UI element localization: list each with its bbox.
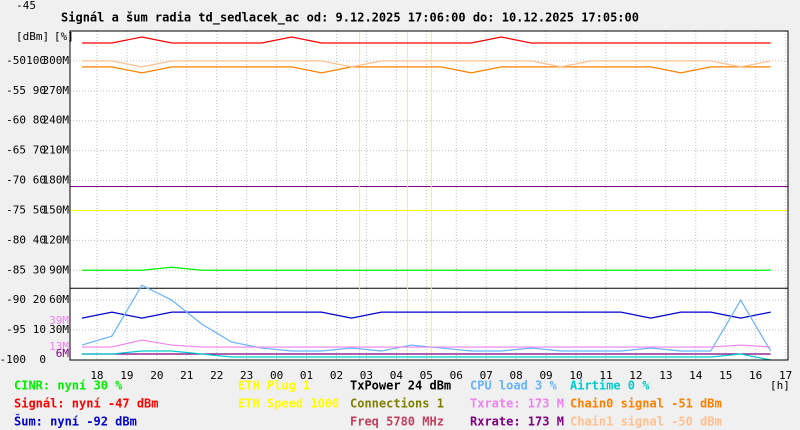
legend-entry: Airtime 0 %: [570, 379, 650, 393]
y3-tick-label: 60M: [49, 293, 69, 306]
legend-entry: Txrate: 173 M: [470, 397, 564, 411]
y3-tick-label: 150M: [43, 203, 70, 216]
x-tick-label: 19: [120, 369, 133, 382]
x-tick-label: 13: [659, 369, 672, 382]
y-tick-label: -65: [6, 144, 26, 157]
y3-tick-label: 30M: [49, 323, 69, 336]
x-tick-label: 20: [150, 369, 163, 382]
legend-entry: ETH Speed 1000: [238, 397, 339, 411]
x-tick-label: 09: [539, 369, 552, 382]
rate-marker: 13M: [49, 340, 69, 353]
plot-area: [70, 31, 788, 360]
x-tick-label: 05: [420, 369, 433, 382]
x-tick-label: 16: [749, 369, 762, 382]
y3-tick-label: 180M: [43, 174, 70, 187]
y2-tick-label: 40: [33, 233, 46, 246]
x-tick-label: 11: [599, 369, 612, 382]
x-tick-label: 18: [90, 369, 103, 382]
series-line: [81, 66, 771, 74]
legend-entry: Chain0 signal -51 dBm: [570, 397, 722, 411]
x-tick-label: 00: [270, 369, 283, 382]
series-line: [81, 36, 771, 44]
y3-tick-label: 270M: [43, 84, 70, 97]
plot-border: [69, 30, 789, 361]
y2-tick-label: 90: [33, 84, 46, 97]
legend-entry: Šum: nyní -92 dBm: [14, 414, 137, 429]
x-tick-label: 12: [629, 369, 642, 382]
series-line: [81, 350, 771, 361]
rate-marker: 39M: [49, 314, 69, 327]
y-tick-label: -80: [6, 233, 26, 246]
x-tick-label: 10: [569, 369, 582, 382]
y2-tick-label: 80: [33, 114, 46, 127]
y2-tick-label: 50: [33, 203, 46, 216]
y3-tick-label: 210M: [43, 144, 70, 157]
x-tick-label: 02: [330, 369, 343, 382]
series-line: [81, 311, 771, 319]
y-tick-label: -70: [6, 174, 26, 187]
y2-tick-label: 30: [33, 263, 46, 276]
y2-tick-label: 0: [39, 353, 46, 366]
y-tick-label: -45: [16, 0, 36, 12]
legend-entry: Rxrate: 173 M: [470, 415, 564, 429]
legend-entry: Chain1 signal -50 dBm: [570, 415, 722, 429]
series-line: [81, 60, 771, 68]
y-tick-label: -50: [6, 54, 26, 67]
legend-entry: CINR: nyní 30 %: [14, 379, 123, 393]
series-line: [81, 339, 771, 348]
x-tick-label: 08: [510, 369, 523, 382]
legend-entry: ETH Plug 1: [238, 379, 310, 393]
x-tick-label: 23: [240, 369, 253, 382]
y3-tick-label: 300M: [43, 54, 70, 67]
x-tick-label: 04: [390, 369, 404, 382]
x-tick-label: 15: [719, 369, 732, 382]
x-tick-label: 01: [300, 369, 313, 382]
y2-unit: [%]: [54, 30, 74, 43]
legend-entry: Connections 1: [350, 397, 444, 411]
y-tick-label: -60: [6, 114, 26, 127]
x-tick-label: 21: [180, 369, 193, 382]
x-tick-label: 17: [779, 369, 792, 382]
y-tick-label: -100: [0, 353, 26, 366]
y-tick-label: -95: [6, 323, 26, 336]
y2-tick-label: 100: [26, 54, 46, 67]
y2-tick-label: 70: [33, 144, 46, 157]
series-line: [81, 266, 771, 271]
x-tick-label: 03: [360, 369, 373, 382]
x-tick-label: 06: [450, 369, 463, 382]
y-tick-label: -55: [6, 84, 26, 97]
y3-tick-label: 90M: [49, 263, 69, 276]
legend-entry: CPU load 3 %: [470, 379, 557, 393]
y-unit: [dBm]: [16, 30, 49, 43]
legend-entry: Freq 5780 MHz: [350, 415, 444, 429]
y-tick-label: -90: [6, 293, 26, 306]
x-tick-label: 07: [480, 369, 493, 382]
x-tick-label: 22: [210, 369, 223, 382]
y-tick-label: -85: [6, 263, 26, 276]
x-tick-label: 14: [689, 369, 703, 382]
legend-entry: Signál: nyní -47 dBm: [14, 397, 159, 411]
chart-title: Signál a šum radia td_sedlacek_ac od: 9.…: [61, 11, 639, 26]
y3-tick-label: 240M: [43, 114, 70, 127]
y3-tick-label: 120M: [43, 233, 70, 246]
y2-tick-label: 10: [33, 323, 46, 336]
legend-entry: TxPower 24 dBm: [350, 379, 451, 393]
y2-tick-label: 20: [33, 293, 46, 306]
y-tick-label: -75: [6, 203, 26, 216]
rate-marker: 6M: [56, 347, 70, 360]
x-unit: [h]: [770, 379, 790, 392]
y2-tick-label: 60: [33, 174, 46, 187]
